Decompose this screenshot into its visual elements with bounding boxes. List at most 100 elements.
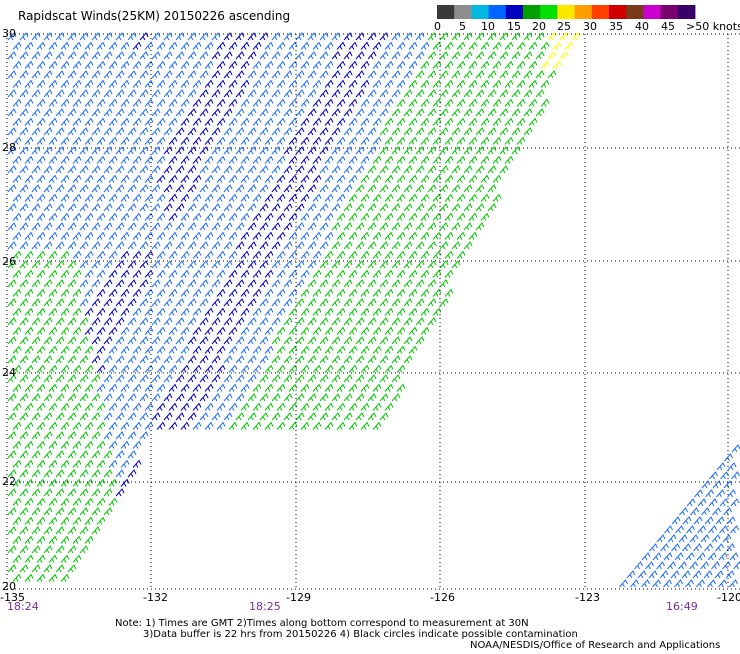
wind-barb bbox=[217, 423, 225, 430]
wind-barb bbox=[145, 385, 153, 392]
wind-barb bbox=[553, 62, 561, 69]
wind-barb bbox=[92, 166, 100, 173]
wind-barb bbox=[73, 328, 81, 335]
wind-barb bbox=[205, 347, 213, 354]
wind-barb bbox=[80, 90, 88, 97]
wind-barb bbox=[20, 90, 28, 97]
wind-barb bbox=[121, 81, 129, 88]
wind-barb bbox=[133, 43, 141, 50]
wind-barb bbox=[224, 71, 232, 78]
wind-barb bbox=[217, 100, 225, 107]
wind-barb bbox=[457, 176, 465, 183]
wind-barb bbox=[272, 337, 280, 344]
wind-barb bbox=[32, 52, 40, 59]
wind-barb bbox=[176, 318, 184, 325]
wind-barb bbox=[205, 43, 213, 50]
wind-barb bbox=[301, 423, 309, 430]
wind-barb bbox=[284, 185, 292, 192]
wind-barb bbox=[296, 90, 304, 97]
wind-barb bbox=[61, 138, 69, 145]
wind-barb bbox=[97, 233, 105, 240]
wind-barb bbox=[181, 157, 189, 164]
wind-barb bbox=[212, 128, 220, 135]
wind-barb bbox=[730, 580, 738, 587]
wind-barb bbox=[92, 128, 100, 135]
wind-barb bbox=[85, 499, 93, 506]
wind-barb bbox=[301, 157, 309, 164]
wind-barb bbox=[44, 451, 52, 458]
wind-barb bbox=[277, 62, 285, 69]
wind-barb bbox=[308, 318, 316, 325]
note-line-1: Note: 1) Times are GMT 2)Times along bot… bbox=[115, 618, 529, 629]
wind-barb bbox=[152, 71, 160, 78]
wind-barb bbox=[265, 176, 273, 183]
wind-barb bbox=[157, 385, 165, 392]
wind-barb bbox=[373, 328, 381, 335]
wind-barb bbox=[548, 52, 556, 59]
wind-barb bbox=[308, 204, 316, 211]
wind-barb bbox=[284, 375, 292, 382]
wind-barb bbox=[248, 261, 256, 268]
wind-barb bbox=[61, 290, 69, 297]
wind-barb bbox=[440, 52, 448, 59]
wind-barb bbox=[109, 461, 117, 468]
wind-barb bbox=[32, 394, 40, 401]
wind-barb bbox=[301, 404, 309, 411]
wind-barb bbox=[157, 347, 165, 354]
wind-barb bbox=[104, 318, 112, 325]
wind-barb bbox=[404, 261, 412, 268]
wind-barb bbox=[308, 185, 316, 192]
wind-barb bbox=[49, 385, 57, 392]
wind-barb bbox=[217, 271, 225, 278]
wind-barb bbox=[73, 404, 81, 411]
wind-barb bbox=[265, 138, 273, 145]
wind-barb bbox=[200, 318, 208, 325]
wind-barb bbox=[205, 100, 213, 107]
wind-barb bbox=[25, 195, 33, 202]
wind-barb bbox=[409, 214, 417, 221]
wind-barb bbox=[176, 261, 184, 268]
wind-barb bbox=[356, 394, 364, 401]
wind-barb bbox=[157, 214, 165, 221]
wind-barb bbox=[56, 375, 64, 382]
wind-barb bbox=[229, 347, 237, 354]
wind-barb bbox=[691, 508, 699, 515]
wind-barb bbox=[320, 90, 328, 97]
wind-barb bbox=[212, 356, 220, 363]
wind-barb bbox=[253, 290, 261, 297]
wind-barb bbox=[404, 52, 412, 59]
wind-barb bbox=[32, 356, 40, 363]
wind-barb bbox=[380, 299, 388, 306]
wind-barb bbox=[646, 562, 654, 569]
wind-barb bbox=[25, 404, 33, 411]
wind-barb bbox=[392, 242, 400, 249]
wind-barb bbox=[356, 261, 364, 268]
wind-barb bbox=[121, 195, 129, 202]
wind-barb bbox=[650, 544, 658, 551]
wind-barb bbox=[68, 52, 76, 59]
wind-barb bbox=[680, 508, 688, 515]
wind-barb bbox=[421, 214, 429, 221]
wind-barb bbox=[176, 299, 184, 306]
wind-barb bbox=[469, 100, 477, 107]
wind-barb bbox=[344, 242, 352, 249]
wind-barb bbox=[373, 100, 381, 107]
wind-barb bbox=[409, 43, 417, 50]
wind-barb bbox=[80, 451, 88, 458]
wind-barb bbox=[392, 337, 400, 344]
wind-barb bbox=[385, 157, 393, 164]
wind-barb bbox=[361, 404, 369, 411]
wind-barb bbox=[260, 109, 268, 116]
wind-barb bbox=[8, 204, 16, 211]
wind-barb bbox=[709, 499, 717, 506]
wind-barb bbox=[104, 508, 112, 515]
wind-barb bbox=[356, 109, 364, 116]
wind-barb bbox=[37, 195, 45, 202]
wind-barb bbox=[169, 100, 177, 107]
wind-barb bbox=[361, 233, 369, 240]
wind-barb bbox=[169, 252, 177, 259]
wind-barb bbox=[344, 413, 352, 420]
wind-barb bbox=[104, 451, 112, 458]
wind-barb bbox=[344, 299, 352, 306]
wind-barb bbox=[44, 337, 52, 344]
